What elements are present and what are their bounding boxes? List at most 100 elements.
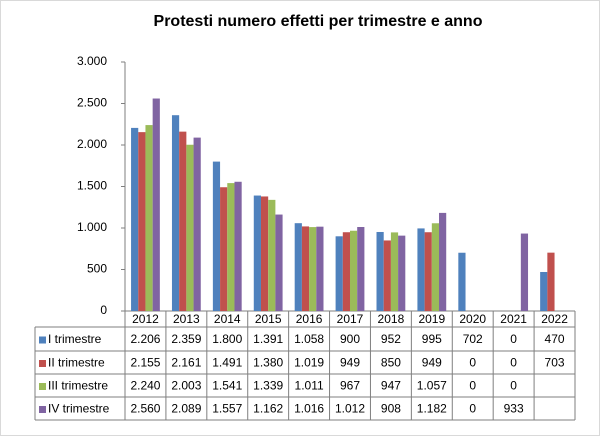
x-tick-label: 2019 [418,312,445,326]
bar [316,226,324,311]
bar [335,236,343,311]
legend-label: III trimestre [48,379,108,393]
table-value: 1.012 [335,402,365,416]
x-tick-label: 2017 [337,312,364,326]
table-value: 703 [545,356,565,370]
bar [398,235,406,311]
bar [458,252,466,311]
table-value: 908 [381,402,401,416]
bar [424,232,432,311]
table-value: 0 [510,379,517,393]
bar [171,115,180,311]
x-tick-label: 2018 [378,312,405,326]
bar [186,144,194,311]
table-value: 2.155 [130,356,160,370]
table-value: 900 [340,332,360,346]
bar [179,131,187,311]
table-value: 2.359 [171,332,201,346]
table-value: 1.380 [253,356,283,370]
bar [260,196,269,311]
x-tick-label: 2020 [459,312,486,326]
bar [350,230,358,311]
table-value: 2.560 [130,402,160,416]
x-tick-label: 2022 [541,312,568,326]
table-value: 1.016 [294,402,324,416]
legend-label: I trimestre [48,332,102,346]
bar [540,271,548,311]
bar [275,214,283,311]
table-value: 1.058 [294,332,324,346]
y-tick-label: 500 [87,262,107,276]
table-value: 0 [469,356,476,370]
y-tick-label: 2.500 [77,96,107,110]
table-value: 0 [510,356,517,370]
x-tick-label: 2014 [214,312,241,326]
x-tick-label: 2016 [296,312,323,326]
x-tick-label: 2021 [500,312,527,326]
bar [212,161,221,311]
x-tick-label: 2015 [255,312,282,326]
bar [193,137,201,311]
bar [227,183,235,311]
table-value: 0 [469,379,476,393]
bar [309,227,317,311]
legend-swatch [39,360,46,367]
table-value: 2.161 [171,356,201,370]
y-tick-label: 0 [100,303,107,317]
table-value: 1.057 [417,379,447,393]
legend-swatch [39,406,46,413]
table-value: 2.089 [171,402,201,416]
chart-title: Protesti numero effetti per trimestre e … [154,13,483,30]
table-value: 967 [340,379,360,393]
x-tick-label: 2013 [173,312,200,326]
bar [131,127,139,311]
y-tick-label: 3.000 [77,54,107,68]
table-value: 1.162 [253,402,283,416]
table-value: 949 [340,356,360,370]
table-value: 2.206 [130,332,160,346]
table-value: 0 [469,402,476,416]
table-value: 952 [381,332,401,346]
bar [383,240,391,311]
table-value: 1.019 [294,356,324,370]
table-value: 1.182 [417,402,447,416]
table-value: 2.003 [171,379,201,393]
bar [294,223,302,311]
x-tick-label: 2012 [132,312,159,326]
legend-swatch [39,383,46,390]
table-value: 933 [504,402,524,416]
legend-swatch [39,336,46,344]
table-value: 702 [463,332,483,346]
legend-label: IV trimestre [48,402,110,416]
bar [520,233,529,311]
bar [390,232,399,311]
y-tick-label: 1.500 [77,179,107,193]
bar [234,181,242,311]
bar [152,98,160,312]
table-value: 0 [510,332,517,346]
bar [301,226,310,311]
bar [431,223,440,311]
bar [220,187,228,311]
bar [145,125,153,311]
bar [253,195,261,311]
table-value: 2.240 [130,379,160,393]
y-tick-label: 1.000 [77,220,107,234]
bar [376,231,384,311]
table-value: 1.491 [212,356,242,370]
bar [342,232,350,311]
table-value: 949 [422,356,442,370]
table-value: 1.541 [212,379,242,393]
bar [547,252,555,311]
table-value: 1.800 [212,332,242,346]
table-value: 850 [381,356,401,370]
bar [268,199,276,311]
table-value: 1.557 [212,402,242,416]
legend-label: II trimestre [48,356,105,370]
y-tick-label: 2.000 [77,137,107,151]
bar [439,212,447,311]
bar [357,227,365,311]
table-value: 947 [381,379,401,393]
table-value: 1.339 [253,379,283,393]
